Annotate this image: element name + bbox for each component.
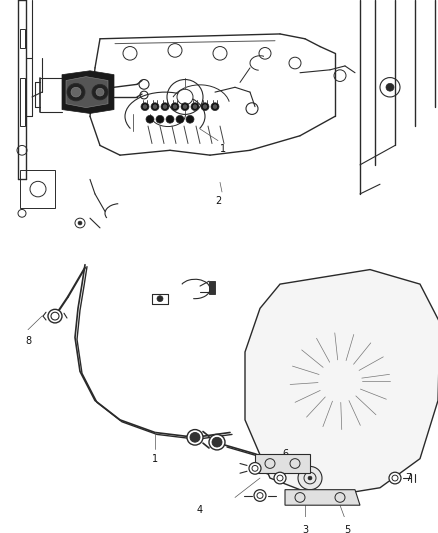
Polygon shape xyxy=(245,270,438,497)
Text: 4: 4 xyxy=(197,505,203,515)
Circle shape xyxy=(173,104,177,109)
Text: 1: 1 xyxy=(152,454,158,464)
Circle shape xyxy=(157,296,163,302)
Circle shape xyxy=(201,103,209,110)
Circle shape xyxy=(67,83,85,101)
Polygon shape xyxy=(285,490,360,505)
Circle shape xyxy=(186,115,194,123)
Text: 3: 3 xyxy=(302,524,308,533)
Circle shape xyxy=(386,83,394,91)
Text: 8: 8 xyxy=(25,335,31,345)
Circle shape xyxy=(193,104,197,109)
Text: 1: 1 xyxy=(220,143,226,154)
Text: 7: 7 xyxy=(405,473,411,483)
Circle shape xyxy=(211,103,219,110)
Circle shape xyxy=(153,104,157,109)
Circle shape xyxy=(163,104,167,109)
Circle shape xyxy=(249,463,261,474)
Circle shape xyxy=(161,103,169,110)
Circle shape xyxy=(78,221,82,225)
Circle shape xyxy=(171,103,179,110)
Circle shape xyxy=(298,466,322,490)
Circle shape xyxy=(308,476,312,480)
Circle shape xyxy=(209,434,225,450)
Circle shape xyxy=(213,104,217,109)
Circle shape xyxy=(141,103,149,110)
Circle shape xyxy=(212,437,222,447)
Circle shape xyxy=(190,432,200,442)
Polygon shape xyxy=(255,454,310,473)
Circle shape xyxy=(71,87,81,97)
Circle shape xyxy=(274,472,286,484)
Circle shape xyxy=(156,115,164,123)
Circle shape xyxy=(48,309,62,323)
Circle shape xyxy=(181,103,189,110)
Circle shape xyxy=(183,104,187,109)
Polygon shape xyxy=(62,71,114,114)
Circle shape xyxy=(92,84,108,100)
Text: 2: 2 xyxy=(215,196,221,206)
Circle shape xyxy=(143,104,147,109)
Circle shape xyxy=(151,103,159,110)
Polygon shape xyxy=(209,281,215,294)
Circle shape xyxy=(96,88,104,96)
Circle shape xyxy=(177,89,193,104)
Circle shape xyxy=(191,103,199,110)
Polygon shape xyxy=(66,77,108,108)
Circle shape xyxy=(203,104,207,109)
Circle shape xyxy=(187,430,203,445)
Text: 5: 5 xyxy=(344,524,350,533)
Circle shape xyxy=(389,472,401,484)
Circle shape xyxy=(166,115,174,123)
Text: 6: 6 xyxy=(282,449,288,459)
Circle shape xyxy=(176,115,184,123)
Circle shape xyxy=(146,115,154,123)
Circle shape xyxy=(254,490,266,502)
